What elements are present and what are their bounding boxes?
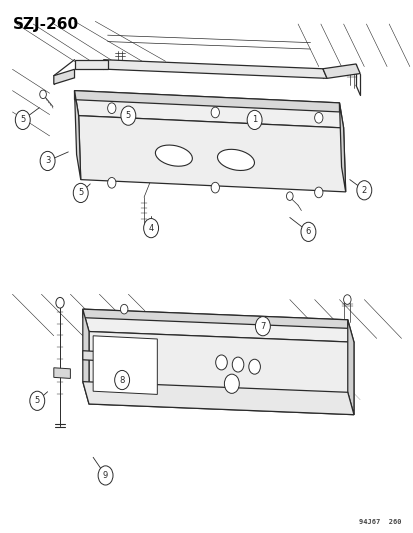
Circle shape xyxy=(255,317,270,336)
Polygon shape xyxy=(83,309,347,328)
Circle shape xyxy=(30,391,45,410)
Text: 5: 5 xyxy=(20,116,25,124)
Text: 5: 5 xyxy=(126,111,131,120)
Polygon shape xyxy=(347,320,353,415)
Text: 2: 2 xyxy=(361,186,366,195)
Circle shape xyxy=(40,151,55,171)
Circle shape xyxy=(300,222,315,241)
Circle shape xyxy=(143,219,158,238)
Text: 4: 4 xyxy=(148,224,153,232)
Circle shape xyxy=(56,297,64,308)
Circle shape xyxy=(114,370,129,390)
Circle shape xyxy=(211,107,219,118)
Circle shape xyxy=(314,112,322,123)
Circle shape xyxy=(40,90,46,99)
Circle shape xyxy=(211,182,219,193)
Polygon shape xyxy=(83,309,353,342)
Polygon shape xyxy=(54,368,70,378)
Text: 5: 5 xyxy=(78,189,83,197)
Polygon shape xyxy=(74,91,81,180)
Circle shape xyxy=(224,374,239,393)
Polygon shape xyxy=(339,103,345,192)
Circle shape xyxy=(343,295,350,304)
Polygon shape xyxy=(103,60,326,78)
Text: 8: 8 xyxy=(119,376,124,384)
Circle shape xyxy=(15,110,30,130)
Polygon shape xyxy=(83,351,153,364)
Polygon shape xyxy=(54,69,74,84)
Circle shape xyxy=(248,359,260,374)
Text: 9: 9 xyxy=(103,471,108,480)
Polygon shape xyxy=(78,116,345,192)
Polygon shape xyxy=(83,309,89,404)
Ellipse shape xyxy=(217,149,254,171)
Text: SZJ-260: SZJ-260 xyxy=(12,17,78,32)
Polygon shape xyxy=(322,64,359,78)
Text: 94J67  260: 94J67 260 xyxy=(358,519,401,525)
Polygon shape xyxy=(83,382,353,415)
Circle shape xyxy=(107,103,116,114)
Circle shape xyxy=(121,106,135,125)
Circle shape xyxy=(120,304,128,314)
Polygon shape xyxy=(74,91,343,128)
Polygon shape xyxy=(93,336,157,394)
Circle shape xyxy=(232,357,243,372)
Polygon shape xyxy=(74,60,107,69)
Text: 6: 6 xyxy=(305,228,310,236)
Circle shape xyxy=(314,187,322,198)
Circle shape xyxy=(356,181,371,200)
Circle shape xyxy=(73,183,88,203)
Text: 1: 1 xyxy=(252,116,256,124)
Circle shape xyxy=(98,466,113,485)
Text: 3: 3 xyxy=(45,157,50,165)
Circle shape xyxy=(286,192,292,200)
Circle shape xyxy=(107,177,116,188)
Circle shape xyxy=(247,110,261,130)
Text: 7: 7 xyxy=(260,322,265,330)
Circle shape xyxy=(215,355,227,370)
Polygon shape xyxy=(89,332,353,415)
Text: 5: 5 xyxy=(35,397,40,405)
Polygon shape xyxy=(74,91,339,112)
Ellipse shape xyxy=(155,145,192,166)
